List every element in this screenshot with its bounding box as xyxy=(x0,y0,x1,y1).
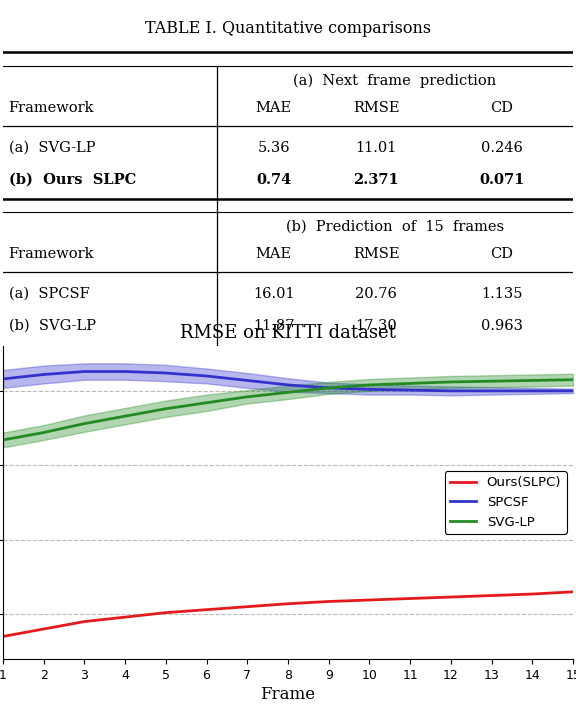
SPCSF xyxy=(366,385,373,394)
Text: (b)  SVG-LP: (b) SVG-LP xyxy=(9,319,96,333)
Ours(SLPC) xyxy=(0,632,6,641)
Text: 0.963: 0.963 xyxy=(481,319,523,333)
Text: 11.01: 11.01 xyxy=(356,140,397,155)
Text: 17.30: 17.30 xyxy=(355,319,397,333)
X-axis label: Frame: Frame xyxy=(260,685,316,703)
Text: 0.246: 0.246 xyxy=(481,140,523,155)
Text: 20.76: 20.76 xyxy=(355,287,397,301)
SVG-LP xyxy=(325,384,332,392)
SPCSF xyxy=(40,370,47,379)
Text: CD: CD xyxy=(490,247,513,261)
Ours(SLPC) xyxy=(285,600,291,608)
Text: 2.371: 2.371 xyxy=(354,173,399,186)
Ours(SLPC) xyxy=(448,593,454,601)
SVG-LP xyxy=(529,376,536,384)
SPCSF xyxy=(529,387,536,395)
SVG-LP xyxy=(162,405,169,413)
SVG-LP xyxy=(407,379,414,388)
SPCSF xyxy=(407,386,414,395)
Text: 11.87: 11.87 xyxy=(253,319,294,333)
Ours(SLPC) xyxy=(81,617,88,626)
Ours(SLPC) xyxy=(366,595,373,604)
Ours(SLPC) xyxy=(325,597,332,606)
Text: (a)  Next  frame  prediction: (a) Next frame prediction xyxy=(293,73,497,88)
SVG-LP xyxy=(244,392,251,401)
SPCSF xyxy=(0,374,6,383)
Ours(SLPC) xyxy=(570,588,576,596)
SPCSF xyxy=(448,387,454,395)
Text: MAE: MAE xyxy=(256,102,292,115)
SPCSF xyxy=(488,387,495,395)
Text: MAE: MAE xyxy=(256,247,292,261)
Ours(SLPC) xyxy=(122,613,128,621)
SPCSF xyxy=(570,387,576,395)
SPCSF xyxy=(203,372,210,380)
Text: RMSE: RMSE xyxy=(353,102,400,115)
Line: SVG-LP: SVG-LP xyxy=(3,379,573,440)
Text: TABLE I. Quantitative comparisons: TABLE I. Quantitative comparisons xyxy=(145,19,431,37)
Text: (b)  Ours  SLPC: (b) Ours SLPC xyxy=(9,173,136,186)
Line: Ours(SLPC): Ours(SLPC) xyxy=(3,592,573,636)
Text: 0.74: 0.74 xyxy=(256,173,291,186)
Text: (b)  Prediction  of  15  frames: (b) Prediction of 15 frames xyxy=(286,220,504,233)
Text: Framework: Framework xyxy=(9,247,94,261)
SVG-LP xyxy=(40,428,47,437)
SVG-LP xyxy=(0,436,6,444)
SVG-LP xyxy=(570,375,576,384)
Text: (a)  SVG-LP: (a) SVG-LP xyxy=(9,140,95,155)
Text: 2.68: 2.68 xyxy=(256,351,291,365)
Text: (a)  SPCSF: (a) SPCSF xyxy=(9,287,89,301)
Text: 16.01: 16.01 xyxy=(253,287,294,301)
Text: RMSE: RMSE xyxy=(353,247,400,261)
SVG-LP xyxy=(366,381,373,390)
Title: RMSE on KITTI dataset: RMSE on KITTI dataset xyxy=(180,324,396,342)
Ours(SLPC) xyxy=(407,594,414,603)
Ours(SLPC) xyxy=(162,608,169,617)
Line: SPCSF: SPCSF xyxy=(3,372,573,391)
Text: 1.135: 1.135 xyxy=(481,287,522,301)
SPCSF xyxy=(244,376,251,384)
SPCSF xyxy=(81,367,88,376)
Text: Framework: Framework xyxy=(9,102,94,115)
SVG-LP xyxy=(203,398,210,407)
Text: 0.071: 0.071 xyxy=(479,173,525,186)
SPCSF xyxy=(162,369,169,377)
SPCSF xyxy=(285,381,291,390)
SVG-LP xyxy=(488,377,495,385)
Ours(SLPC) xyxy=(529,590,536,598)
SVG-LP xyxy=(122,412,128,420)
SVG-LP xyxy=(81,419,88,428)
Legend: Ours(SLPC), SPCSF, SVG-LP: Ours(SLPC), SPCSF, SVG-LP xyxy=(445,471,567,534)
Ours(SLPC) xyxy=(40,625,47,634)
Ours(SLPC) xyxy=(244,603,251,611)
Text: (c)  Ours  SLPC: (c) Ours SLPC xyxy=(9,351,135,365)
SPCSF xyxy=(122,367,128,376)
Text: 5.38: 5.38 xyxy=(359,351,394,365)
Ours(SLPC) xyxy=(488,591,495,600)
Ours(SLPC) xyxy=(203,606,210,614)
SPCSF xyxy=(325,384,332,392)
SVG-LP xyxy=(448,377,454,386)
Text: 5.36: 5.36 xyxy=(257,140,290,155)
Text: 0.700: 0.700 xyxy=(479,351,524,365)
Text: CD: CD xyxy=(490,102,513,115)
SVG-LP xyxy=(285,388,291,397)
